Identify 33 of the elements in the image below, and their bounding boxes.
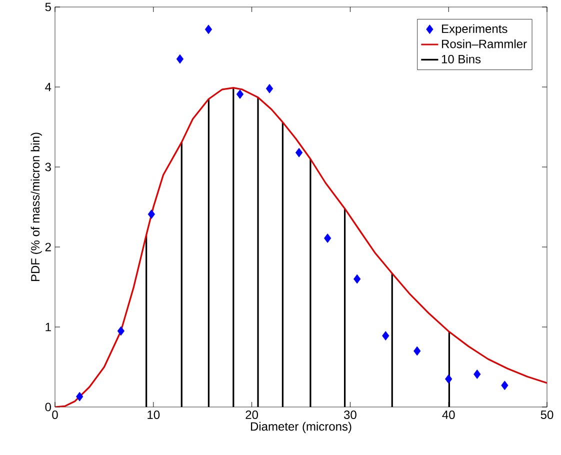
point — [414, 346, 421, 356]
y-tick-label: 3 — [45, 162, 51, 172]
point — [266, 84, 274, 94]
x-tick-label: 30 — [344, 410, 356, 420]
y-tick-label: 5 — [45, 2, 51, 12]
y-tick-label: 0 — [45, 402, 52, 412]
y-tick-label: 1 — [46, 322, 51, 332]
point — [382, 331, 390, 340]
legend-label: Experiments — [442, 24, 508, 36]
point — [204, 24, 212, 34]
x-tick-label: 20 — [246, 410, 258, 420]
x-tick-label: 40 — [442, 410, 455, 420]
point — [474, 370, 481, 379]
point — [501, 380, 508, 390]
line-series — [55, 87, 548, 407]
legend-label: 10 Bins — [442, 54, 481, 64]
point — [324, 234, 332, 243]
y-axis-title: PDF (% of mass/micron bin) — [30, 132, 42, 282]
legend-label: Rosin–Rammler — [442, 39, 527, 48]
y-tick-label: 4 — [45, 82, 52, 92]
x-tick-label: 50 — [540, 410, 554, 420]
point — [176, 54, 184, 64]
x-axis-title: Diameter (microns) — [250, 422, 352, 434]
x-tick-label: 0 — [52, 410, 58, 420]
point — [295, 148, 303, 158]
y-tick-label: 2 — [45, 242, 51, 252]
point — [148, 210, 156, 219]
point — [354, 274, 361, 284]
x-tick-label: 10 — [148, 410, 160, 420]
point — [76, 392, 84, 402]
point — [117, 326, 125, 336]
point — [236, 90, 244, 99]
point — [445, 374, 452, 384]
